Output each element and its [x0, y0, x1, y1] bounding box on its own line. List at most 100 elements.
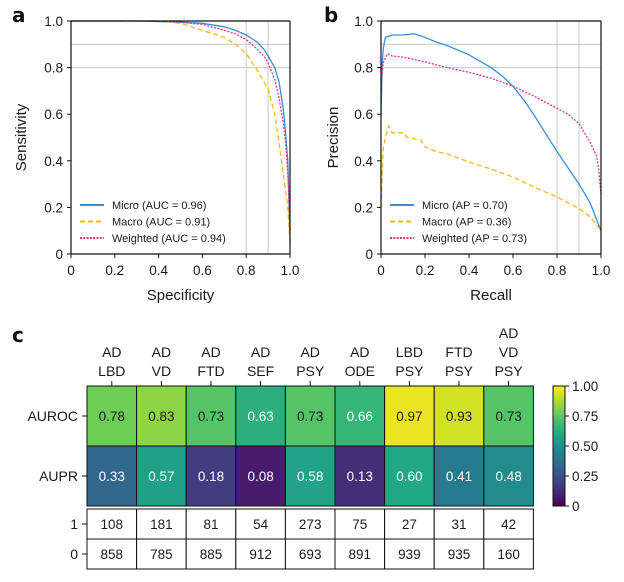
heatmap-cell — [433, 385, 485, 447]
column-label: AD — [350, 344, 369, 360]
count-cell-value: 160 — [497, 547, 520, 562]
heatmap-cell-value: 0.41 — [446, 469, 472, 484]
row-label: AUROC — [27, 408, 78, 424]
heatmap-cell-value: 0.63 — [247, 409, 273, 424]
heatmap-cell-value: 0.57 — [148, 469, 174, 484]
series-line-micro — [380, 33, 602, 231]
column-label: VD — [499, 344, 518, 360]
count-cell-value: 693 — [299, 547, 322, 562]
count-cell-value: 31 — [451, 517, 466, 532]
heatmap-cell — [334, 445, 386, 507]
roc-y-axis-title: Sensitivity — [13, 103, 30, 171]
heatmap-cell — [483, 385, 534, 447]
x-tick-label: 0.4 — [460, 263, 479, 278]
pr-curves — [380, 33, 602, 232]
count-cell — [433, 508, 485, 540]
heatmap-cell-value: 0.58 — [297, 469, 323, 484]
legend-label: Micro (AP = 0.70) — [422, 200, 508, 212]
series-line-macro — [71, 20, 291, 243]
count-cell — [334, 508, 386, 540]
count-cell-value: 81 — [203, 517, 218, 532]
heatmap-cell-value: 0.97 — [396, 409, 422, 424]
count-cell — [136, 508, 187, 540]
count-cell-value: 912 — [249, 547, 272, 562]
colorbar-gradient — [552, 385, 566, 507]
column-label: LBD — [396, 344, 423, 360]
heatmap-cell-value: 0.83 — [148, 409, 174, 424]
heatmap-cell — [284, 445, 336, 507]
heatmap-cell-value: 0.73 — [198, 409, 224, 424]
count-cell-value: 181 — [150, 517, 173, 532]
count-row-label: 0 — [70, 546, 78, 562]
x-tick-label: 1.0 — [592, 263, 611, 278]
count-cell — [235, 508, 286, 540]
count-cell-value: 27 — [402, 517, 417, 532]
y-tick-label: 0.6 — [44, 107, 63, 122]
count-cell-value: 54 — [253, 517, 269, 532]
count-cell-value: 273 — [299, 517, 322, 532]
column-label: AD — [300, 344, 319, 360]
column-label: PSY — [395, 363, 424, 379]
heatmap-cell — [185, 385, 237, 447]
pr-axes — [380, 20, 602, 255]
colorbar-tick-label: 0.50 — [572, 439, 598, 454]
x-tick-label: 0.8 — [237, 263, 256, 278]
count-cell — [136, 538, 187, 570]
count-cell — [235, 538, 286, 570]
count-cell — [483, 538, 534, 570]
y-tick-label: 0 — [365, 247, 373, 262]
heatmap-cell-value: 0.78 — [99, 409, 125, 424]
series-line-weighted — [71, 20, 291, 231]
x-tick-label: 0 — [67, 263, 75, 278]
colorbar: 0 0.25 0.50 0.75 1.00 — [552, 379, 598, 514]
series-line-weighted — [380, 52, 602, 196]
column-label: AD — [499, 325, 518, 341]
heatmap-cell — [136, 385, 187, 447]
heatmap-cell — [235, 385, 286, 447]
roc-ticks: 0 0.2 0.4 0.6 0.8 1.0 0 0.2 0.4 0.6 0.8 1.0 — [44, 14, 299, 278]
count-cell-value: 939 — [398, 547, 421, 562]
legend-label: Micro (AUC = 0.96) — [112, 200, 206, 212]
count-cell — [334, 538, 386, 570]
series-line-micro — [71, 20, 291, 243]
column-label: PSY — [445, 363, 474, 379]
heatmap-cell-value: 0.18 — [198, 469, 224, 484]
column-label: VD — [152, 363, 171, 379]
colorbar-tick-label: 0 — [572, 499, 580, 514]
y-tick-label: 0.8 — [354, 61, 373, 76]
count-cell — [284, 538, 336, 570]
x-tick-label: 0.2 — [105, 263, 124, 278]
colorbar-tick-label: 0.75 — [572, 409, 598, 424]
count-cell — [483, 508, 534, 540]
column-label: AD — [102, 344, 121, 360]
heatmap-cell-value: 0.08 — [247, 469, 273, 484]
count-row-label: 1 — [70, 516, 78, 532]
column-label: FTD — [197, 363, 224, 379]
roc-legend: Micro (AUC = 0.96) Macro (AUC = 0.91) Weig… — [80, 200, 226, 245]
column-label: AD — [201, 344, 220, 360]
legend-label: Macro (AP = 0.36) — [422, 217, 511, 229]
heatmap: AD LBD AD VD AD FTD AD SEF AD PSY AD ODE LBD PSY FTD PS… — [27, 325, 534, 507]
y-tick-label: 0.4 — [354, 154, 373, 169]
column-label: AD — [251, 344, 270, 360]
series-line-macro — [380, 123, 602, 232]
y-tick-label: 0.2 — [354, 200, 373, 215]
count-cell-value: 935 — [448, 547, 471, 562]
pr-y-axis-title: Precision — [325, 107, 342, 169]
roc-curves — [71, 20, 291, 243]
heatmap-cell — [235, 445, 286, 507]
count-cell — [86, 538, 138, 570]
count-cell-value: 891 — [349, 547, 372, 562]
heatmap-cell — [384, 445, 435, 507]
y-tick-label: 0.4 — [44, 154, 63, 169]
column-label: AD — [152, 344, 171, 360]
pr-legend: Micro (AP = 0.70) Macro (AP = 0.36) Weight… — [390, 200, 527, 245]
heatmap-cell-value: 0.73 — [297, 409, 323, 424]
column-label: FTD — [445, 344, 472, 360]
colorbar-tick-label: 1.00 — [572, 379, 598, 394]
heatmap-cell-value: 0.66 — [347, 409, 373, 424]
x-tick-label: 0 — [377, 263, 385, 278]
count-cell-value: 108 — [101, 517, 124, 532]
x-tick-label: 0.6 — [193, 263, 212, 278]
